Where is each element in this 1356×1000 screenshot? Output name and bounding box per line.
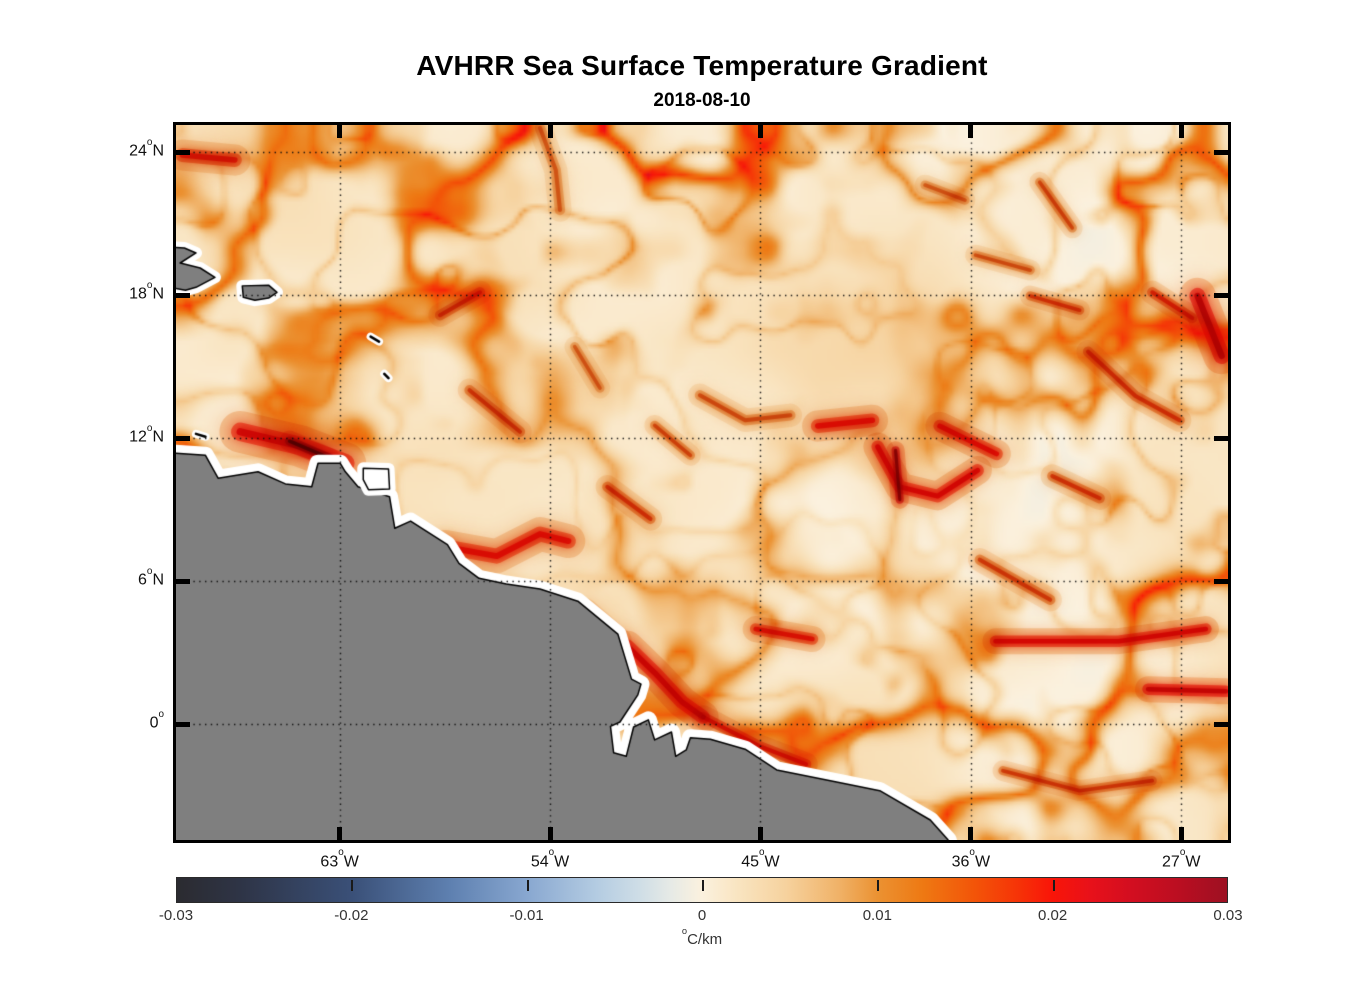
colorbar-unit-text: C/km bbox=[687, 931, 723, 948]
degree-symbol: o bbox=[1179, 847, 1186, 859]
colorbar-tick bbox=[877, 880, 880, 891]
y-tick-label: 12oN bbox=[129, 422, 164, 446]
colorbar-tick-label: -0.03 bbox=[158, 907, 194, 924]
axis-tick bbox=[968, 827, 974, 840]
colorbar-tick-label: 0.01 bbox=[862, 907, 892, 924]
axis-tick bbox=[1214, 435, 1228, 441]
colorbar-tick bbox=[702, 880, 704, 891]
colorbar-tick bbox=[526, 880, 529, 891]
axis-tick bbox=[1178, 827, 1184, 840]
x-tick-label: 36oW bbox=[951, 847, 991, 871]
colorbar-tick bbox=[351, 880, 354, 891]
figure-subtitle: 2018-08-10 bbox=[653, 90, 751, 111]
axis-tick bbox=[337, 125, 343, 138]
figure-title: AVHRR Sea Surface Temperature Gradient bbox=[416, 50, 988, 81]
y-tick-label: 0o bbox=[149, 708, 164, 732]
sst-gradient-field-canvas bbox=[176, 125, 1228, 840]
colorbar-tick-label: 0.03 bbox=[1213, 907, 1243, 924]
axis-tick bbox=[176, 149, 190, 155]
axis-tick bbox=[1214, 721, 1228, 727]
y-tick-label: 18oN bbox=[129, 279, 164, 303]
axis-tick bbox=[176, 435, 190, 441]
degree-symbol: o bbox=[548, 847, 555, 859]
colorbar-unit-label: oC/km bbox=[642, 926, 762, 948]
degree-symbol: o bbox=[158, 708, 164, 720]
degree-symbol: o bbox=[146, 279, 153, 291]
axis-tick bbox=[757, 125, 763, 138]
colorbar-tick-label: -0.02 bbox=[334, 907, 369, 924]
colorbar bbox=[176, 877, 1228, 903]
map-plot bbox=[173, 122, 1231, 843]
degree-symbol: o bbox=[146, 422, 153, 434]
degree-symbol: o bbox=[969, 847, 975, 859]
colorbar-tick-label: 0 bbox=[697, 907, 707, 924]
x-tick-label: 45oW bbox=[741, 847, 780, 871]
degree-symbol: o bbox=[759, 847, 765, 859]
degree-symbol: o bbox=[146, 565, 153, 577]
axis-tick bbox=[1214, 578, 1228, 584]
colorbar-tick bbox=[1052, 880, 1055, 891]
axis-tick bbox=[547, 827, 553, 840]
axis-tick bbox=[547, 125, 553, 138]
axis-tick bbox=[337, 827, 343, 840]
axis-tick bbox=[176, 292, 190, 298]
y-tick-label: 6oN bbox=[138, 565, 164, 589]
axis-tick bbox=[968, 125, 974, 138]
axis-tick bbox=[176, 578, 190, 584]
colorbar-tick-label: 0.02 bbox=[1038, 907, 1068, 924]
axis-tick bbox=[757, 827, 763, 840]
x-tick-label: 54oW bbox=[530, 847, 570, 871]
x-tick-label: 27oW bbox=[1162, 847, 1201, 871]
degree-symbol: o bbox=[681, 925, 688, 936]
degree-symbol: o bbox=[338, 847, 344, 859]
axis-tick bbox=[1178, 125, 1184, 138]
colorbar-tick-label: -0.01 bbox=[509, 907, 544, 924]
degree-symbol: o bbox=[146, 136, 153, 148]
axis-tick bbox=[1214, 149, 1228, 155]
axis-tick bbox=[1214, 292, 1228, 298]
y-tick-label: 24oN bbox=[129, 136, 164, 160]
x-tick-label: 63oW bbox=[320, 847, 359, 871]
axis-tick bbox=[176, 721, 190, 727]
